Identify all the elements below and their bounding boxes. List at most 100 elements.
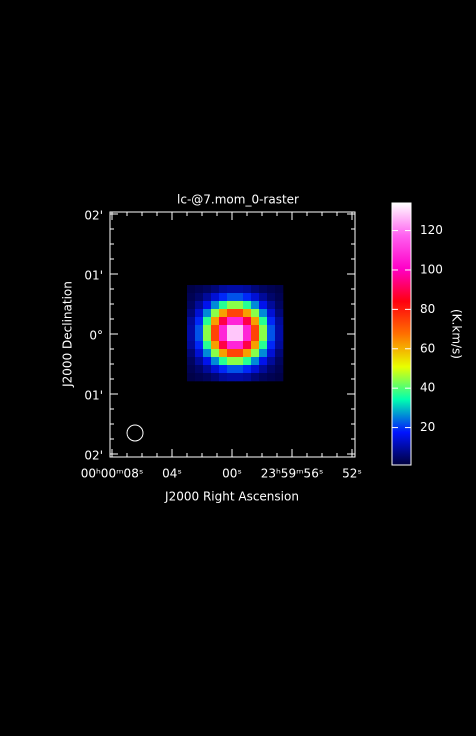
colorbar-tick-label: 60 [420, 341, 435, 355]
pixel [195, 365, 204, 374]
pixel [243, 357, 252, 366]
pixel [227, 317, 236, 326]
pixel [259, 357, 268, 366]
pixel [187, 285, 196, 294]
pixel [259, 317, 268, 326]
chart-title: lc-@7.mom_0-raster [177, 193, 299, 207]
pixel [243, 285, 252, 294]
pixel [211, 301, 220, 310]
pixel [275, 357, 284, 366]
pixel [267, 365, 276, 374]
pixel [235, 325, 244, 334]
pixel [211, 309, 220, 318]
pixel [275, 293, 284, 302]
pixel [235, 317, 244, 326]
colorbar [391, 202, 412, 466]
pixel [251, 373, 260, 382]
pixel [227, 341, 236, 350]
pixel [227, 357, 236, 366]
colorbar-tick-label: 40 [420, 381, 435, 395]
pixel [259, 349, 268, 358]
pixel [259, 309, 268, 318]
pixel [251, 301, 260, 310]
pixel [235, 341, 244, 350]
pixel [243, 373, 252, 382]
pixel [235, 309, 244, 318]
colorbar-tick-label: 120 [420, 223, 443, 237]
x-tick-label: 04ˢ [162, 467, 182, 481]
pixel [235, 333, 244, 342]
pixel [187, 357, 196, 366]
pixel [267, 341, 276, 350]
pixel [203, 357, 212, 366]
pixel [195, 309, 204, 318]
pixel [267, 301, 276, 310]
pixel [267, 285, 276, 294]
pixel [219, 325, 228, 334]
pixel [227, 285, 236, 294]
pixel [251, 349, 260, 358]
pixel [195, 293, 204, 302]
pixel [267, 309, 276, 318]
pixel [187, 293, 196, 302]
pixel [251, 341, 260, 350]
x-tick-label: 23ʰ59ᵐ56ˢ [261, 467, 324, 481]
pixel [203, 373, 212, 382]
pixel [195, 349, 204, 358]
pixel [211, 365, 220, 374]
pixel [275, 373, 284, 382]
beam [126, 424, 144, 442]
pixel [227, 309, 236, 318]
pixel [259, 301, 268, 310]
pixel [219, 301, 228, 310]
pixel [259, 285, 268, 294]
pixel [187, 301, 196, 310]
pixel [227, 325, 236, 334]
pixel [211, 341, 220, 350]
y-axis-label: J2000 Declination [61, 281, 75, 388]
pixel [219, 285, 228, 294]
colorbar-tick-label: 20 [420, 420, 435, 434]
pixel [187, 333, 196, 342]
pixel [203, 365, 212, 374]
y-tick-label: 01' [84, 389, 103, 403]
pixel [243, 301, 252, 310]
y-tick-label: 02' [84, 449, 103, 463]
pixel [211, 357, 220, 366]
pixel [235, 357, 244, 366]
pixel [195, 301, 204, 310]
pixel [187, 349, 196, 358]
raster [187, 285, 284, 382]
pixel [219, 341, 228, 350]
pixel [203, 285, 212, 294]
pixel [267, 317, 276, 326]
colorbar-label: (K.km/s) [450, 309, 464, 359]
pixel [251, 309, 260, 318]
pixel [235, 365, 244, 374]
pixel [243, 365, 252, 374]
pixel [267, 325, 276, 334]
pixel [219, 373, 228, 382]
pixel [187, 309, 196, 318]
pixel [243, 317, 252, 326]
pixel [243, 349, 252, 358]
pixel [267, 357, 276, 366]
pixel [259, 325, 268, 334]
pixel [267, 333, 276, 342]
pixel [243, 309, 252, 318]
pixel [251, 317, 260, 326]
pixel [187, 317, 196, 326]
pixel [211, 373, 220, 382]
pixel [211, 293, 220, 302]
pixel [219, 309, 228, 318]
pixel [219, 293, 228, 302]
pixel [275, 349, 284, 358]
pixel [187, 373, 196, 382]
pixel [203, 317, 212, 326]
pixel [203, 309, 212, 318]
pixel [259, 333, 268, 342]
pixel [259, 365, 268, 374]
pixel [243, 341, 252, 350]
pixel [275, 301, 284, 310]
pixel [203, 341, 212, 350]
